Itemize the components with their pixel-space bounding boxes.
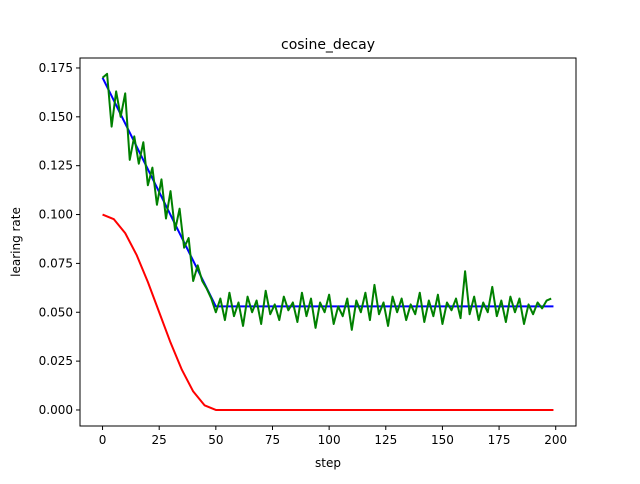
x-tick-label: 100 xyxy=(318,433,341,447)
y-tick-label: 0.025 xyxy=(39,354,73,368)
y-tick-label: 0.150 xyxy=(39,110,73,124)
x-tick-label: 175 xyxy=(488,433,511,447)
x-axis-label: step xyxy=(315,456,341,470)
chart-title: cosine_decay xyxy=(281,37,375,53)
y-tick-label: 0.000 xyxy=(39,403,73,417)
y-axis-label: learing rate xyxy=(9,207,23,277)
y-tick-label: 0.175 xyxy=(39,61,73,75)
x-tick-label: 0 xyxy=(99,433,107,447)
y-tick-label: 0.075 xyxy=(39,256,73,270)
x-tick-label: 150 xyxy=(431,433,454,447)
y-tick-label: 0.125 xyxy=(39,159,73,173)
plot-frame xyxy=(79,57,577,427)
x-tick-label: 50 xyxy=(208,433,223,447)
line-series xyxy=(102,213,554,411)
x-tick-label: 125 xyxy=(374,433,397,447)
y-tick-label: 0.100 xyxy=(39,208,73,222)
y-tick-label: 0.050 xyxy=(39,305,73,319)
x-tick-label: 25 xyxy=(152,433,167,447)
x-tick-label: 75 xyxy=(265,433,280,447)
x-tick-label: 200 xyxy=(544,433,567,447)
line-series xyxy=(101,72,552,331)
